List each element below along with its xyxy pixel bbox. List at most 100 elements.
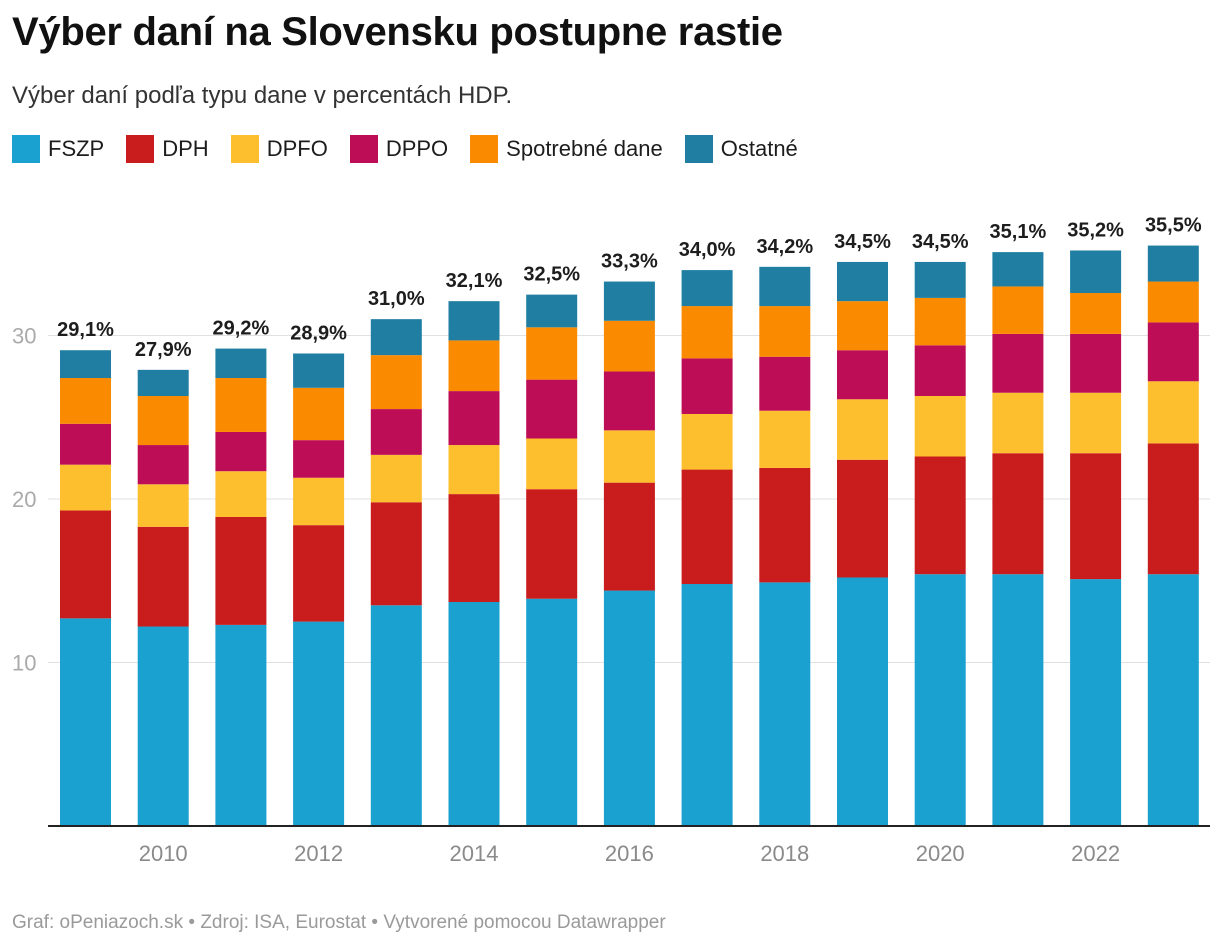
bar-group-2017 — [681, 270, 733, 826]
total-label-2014: 32,1% — [446, 270, 503, 292]
legend-swatch — [230, 135, 259, 163]
total-label-2019: 34,5% — [834, 231, 891, 253]
legend-item-dpfo: DPFO — [230, 135, 328, 163]
bar-segment-ostatné-2019 — [837, 261, 888, 302]
bar-segment-ostatné-2020 — [914, 261, 966, 298]
bar-segment-ostatné-2010 — [137, 369, 189, 396]
bar-segment-ostatné-2011 — [215, 348, 267, 379]
bar-segment-fszp-2023 — [1147, 574, 1199, 826]
bar-group-2019 — [837, 261, 888, 826]
bar-segment-dph-2019 — [837, 459, 888, 578]
bar-segment-dpfo-2011 — [215, 471, 267, 517]
x-tick-label-2018: 2018 — [760, 841, 809, 866]
bar-segment-fszp-2014 — [448, 602, 500, 826]
bar-group-2020 — [914, 261, 966, 826]
total-label-2018: 34,2% — [756, 236, 813, 258]
bar-segment-ostatné-2023 — [1147, 245, 1199, 282]
bar-segment-dpfo-2023 — [1147, 381, 1199, 444]
chart-footer: Graf: oPeniazoch.sk • Zdroj: ISA, Eurost… — [12, 912, 666, 934]
bar-group-2021 — [992, 252, 1044, 826]
bar-group-2014 — [448, 301, 500, 826]
legend-label: DPPO — [385, 136, 449, 161]
footer-separator: • — [183, 912, 201, 933]
bar-segment-dpfo-2013 — [370, 454, 422, 503]
x-tick-label-2014: 2014 — [450, 841, 499, 866]
total-label-2023: 35,5% — [1145, 215, 1202, 237]
bar-segment-ostatné-2022 — [1070, 250, 1122, 293]
bar-group-2012 — [293, 353, 345, 826]
x-tick-label-2010: 2010 — [139, 841, 188, 866]
bar-segment-dph-2010 — [137, 526, 189, 627]
bar-group-2023 — [1147, 245, 1199, 826]
bar-segment-fszp-2015 — [526, 598, 578, 826]
bar-segment-spotrebné-dane-2013 — [370, 355, 422, 410]
bar-group-2015 — [526, 294, 578, 826]
legend-swatch — [470, 135, 499, 163]
footer-source: Zdroj: ISA, Eurostat — [200, 912, 367, 933]
bar-segment-ostatné-2009 — [60, 350, 111, 379]
bar-segment-spotrebné-dane-2017 — [681, 306, 733, 359]
legend-label: Ostatné — [720, 136, 798, 161]
bar-segment-dppo-2021 — [992, 333, 1044, 393]
bar-segment-spotrebné-dane-2021 — [992, 286, 1044, 334]
total-label-2011: 29,2% — [213, 318, 270, 340]
total-label-2017: 34,0% — [679, 239, 736, 261]
bar-segment-spotrebné-dane-2018 — [759, 306, 811, 357]
legend-swatch — [12, 135, 40, 163]
chart-subtitle: Výber daní podľa typu dane v percentách … — [12, 82, 513, 109]
y-tick-label: 10 — [12, 651, 36, 676]
bar-segment-dph-2009 — [60, 510, 111, 619]
legend-item-fszp: FSZP — [12, 135, 104, 163]
total-label-2022: 35,2% — [1067, 219, 1124, 241]
bar-segment-dppo-2012 — [293, 440, 345, 478]
bar-segment-dph-2021 — [992, 453, 1044, 575]
bar-segment-dpfo-2010 — [137, 484, 189, 527]
x-tick-label-2020: 2020 — [916, 841, 965, 866]
total-label-2016: 33,3% — [601, 251, 658, 273]
chart-legend: FSZP DPH DPFO DPPO Spotrebné dane Ostatné — [12, 135, 820, 163]
bar-segment-ostatné-2016 — [603, 281, 655, 321]
bar-segment-dph-2014 — [448, 494, 500, 603]
bar-segment-dpfo-2022 — [1070, 392, 1122, 454]
bar-segment-dppo-2017 — [681, 358, 733, 414]
x-axis: 2010 2012 2014 2016 2018 2020 2022 — [48, 825, 1210, 866]
footer-separator: • — [366, 912, 384, 933]
y-tick-label: 20 — [12, 487, 36, 512]
bar-segment-spotrebné-dane-2023 — [1147, 281, 1199, 323]
bar-group-2016 — [603, 281, 655, 826]
legend-label: DPFO — [266, 136, 328, 161]
legend-item-spotrebné-dane: Spotrebné dane — [470, 135, 663, 163]
total-label-2010: 27,9% — [135, 339, 192, 361]
bar-segment-dppo-2019 — [837, 350, 888, 400]
bar-segment-dpfo-2012 — [293, 477, 345, 526]
total-label-2020: 34,5% — [912, 231, 969, 253]
bar-segment-fszp-2010 — [137, 626, 189, 826]
bar-segment-dppo-2018 — [759, 356, 811, 411]
bar-group-2011 — [215, 348, 267, 826]
bar-segment-dph-2012 — [293, 525, 345, 622]
bar-segment-spotrebné-dane-2020 — [914, 297, 966, 346]
x-tick-label-2022: 2022 — [1071, 841, 1120, 866]
bar-segment-fszp-2016 — [603, 590, 655, 826]
bar-segment-fszp-2021 — [992, 574, 1044, 826]
bar-segment-ostatné-2013 — [370, 319, 422, 356]
legend-label: DPH — [162, 136, 209, 161]
bar-segment-dph-2022 — [1070, 453, 1122, 580]
bar-segment-spotrebné-dane-2016 — [603, 320, 655, 372]
bar-segment-dph-2020 — [914, 456, 966, 575]
y-tick-label: 30 — [12, 324, 36, 349]
x-tick-label-2012: 2012 — [294, 841, 343, 866]
bar-segment-dpfo-2020 — [914, 395, 966, 457]
bar-segment-dppo-2022 — [1070, 333, 1122, 393]
bar-segment-dph-2016 — [603, 482, 655, 591]
bar-segment-dppo-2016 — [603, 371, 655, 431]
bar-segment-spotrebné-dane-2012 — [293, 387, 345, 441]
bar-group-2022 — [1070, 250, 1122, 826]
bar-segment-spotrebné-dane-2011 — [215, 378, 267, 432]
legend-swatch — [126, 135, 155, 163]
legend-swatch — [684, 135, 713, 163]
total-label-2015: 32,5% — [523, 264, 580, 286]
bar-segment-dpfo-2009 — [60, 464, 111, 511]
bars — [60, 245, 1199, 826]
bar-segment-fszp-2018 — [759, 582, 811, 826]
